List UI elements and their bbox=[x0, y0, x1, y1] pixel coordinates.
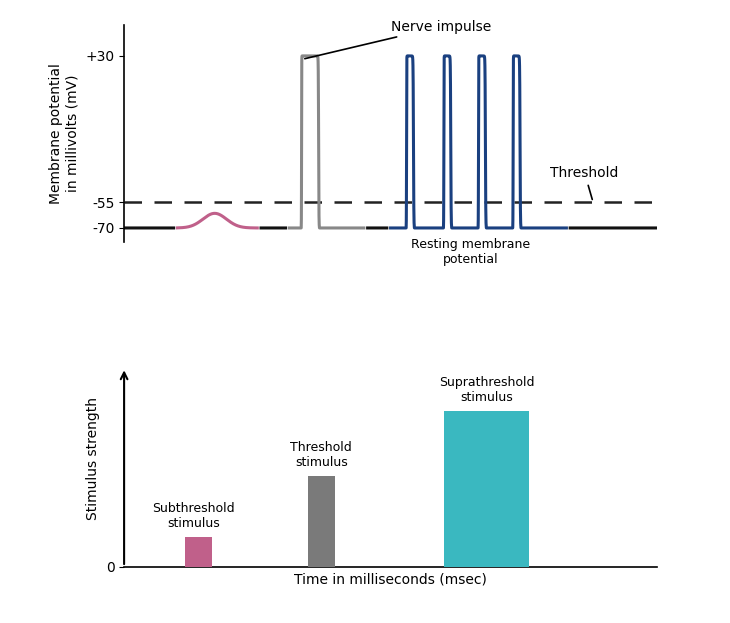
Text: Threshold
stimulus: Threshold stimulus bbox=[291, 441, 352, 469]
Y-axis label: Stimulus strength: Stimulus strength bbox=[86, 397, 100, 520]
X-axis label: Time in milliseconds (msec): Time in milliseconds (msec) bbox=[294, 573, 487, 586]
Text: Nerve impulse: Nerve impulse bbox=[305, 19, 491, 59]
Bar bbox=[185, 536, 212, 567]
Text: Suprathreshold
stimulus: Suprathreshold stimulus bbox=[439, 376, 534, 404]
Bar bbox=[444, 411, 529, 567]
Text: Resting membrane
potential: Resting membrane potential bbox=[411, 238, 530, 266]
Text: Threshold: Threshold bbox=[550, 166, 619, 199]
Bar bbox=[308, 476, 334, 567]
Text: Subthreshold
stimulus: Subthreshold stimulus bbox=[152, 502, 234, 530]
Y-axis label: Membrane potential
in millivolts (mV): Membrane potential in millivolts (mV) bbox=[50, 63, 80, 204]
